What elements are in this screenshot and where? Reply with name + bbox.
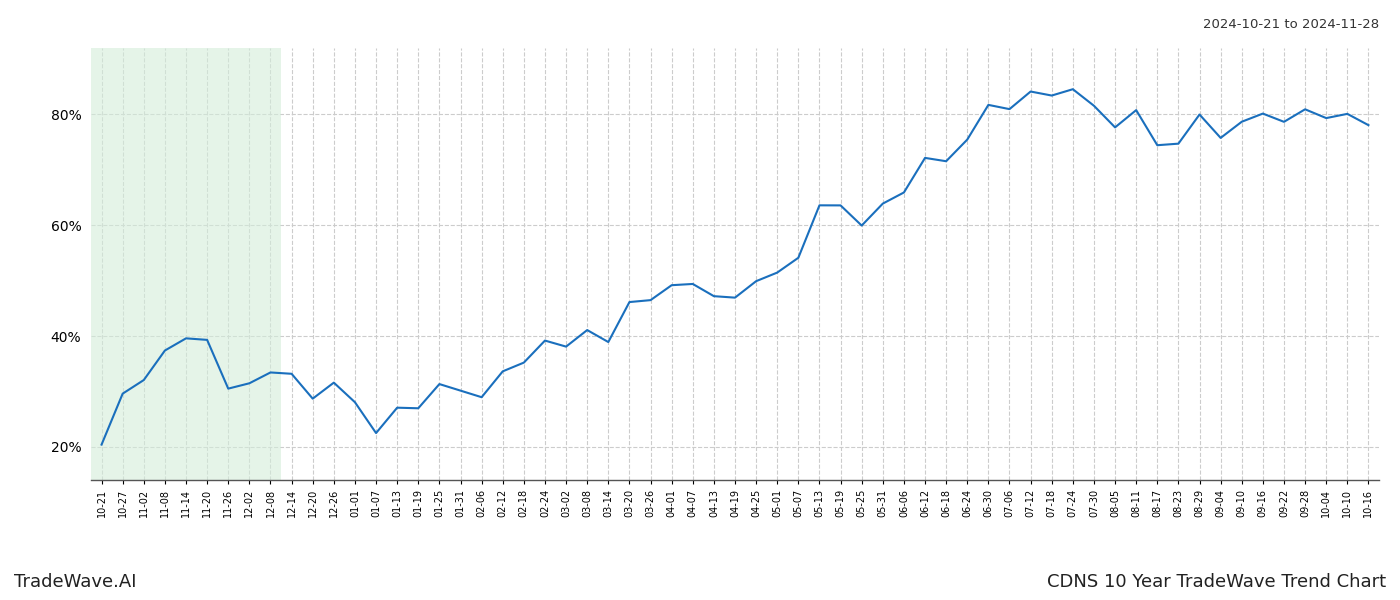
Bar xyxy=(91,48,281,480)
Text: CDNS 10 Year TradeWave Trend Chart: CDNS 10 Year TradeWave Trend Chart xyxy=(1047,573,1386,591)
Text: TradeWave.AI: TradeWave.AI xyxy=(14,573,137,591)
Text: 2024-10-21 to 2024-11-28: 2024-10-21 to 2024-11-28 xyxy=(1203,18,1379,31)
